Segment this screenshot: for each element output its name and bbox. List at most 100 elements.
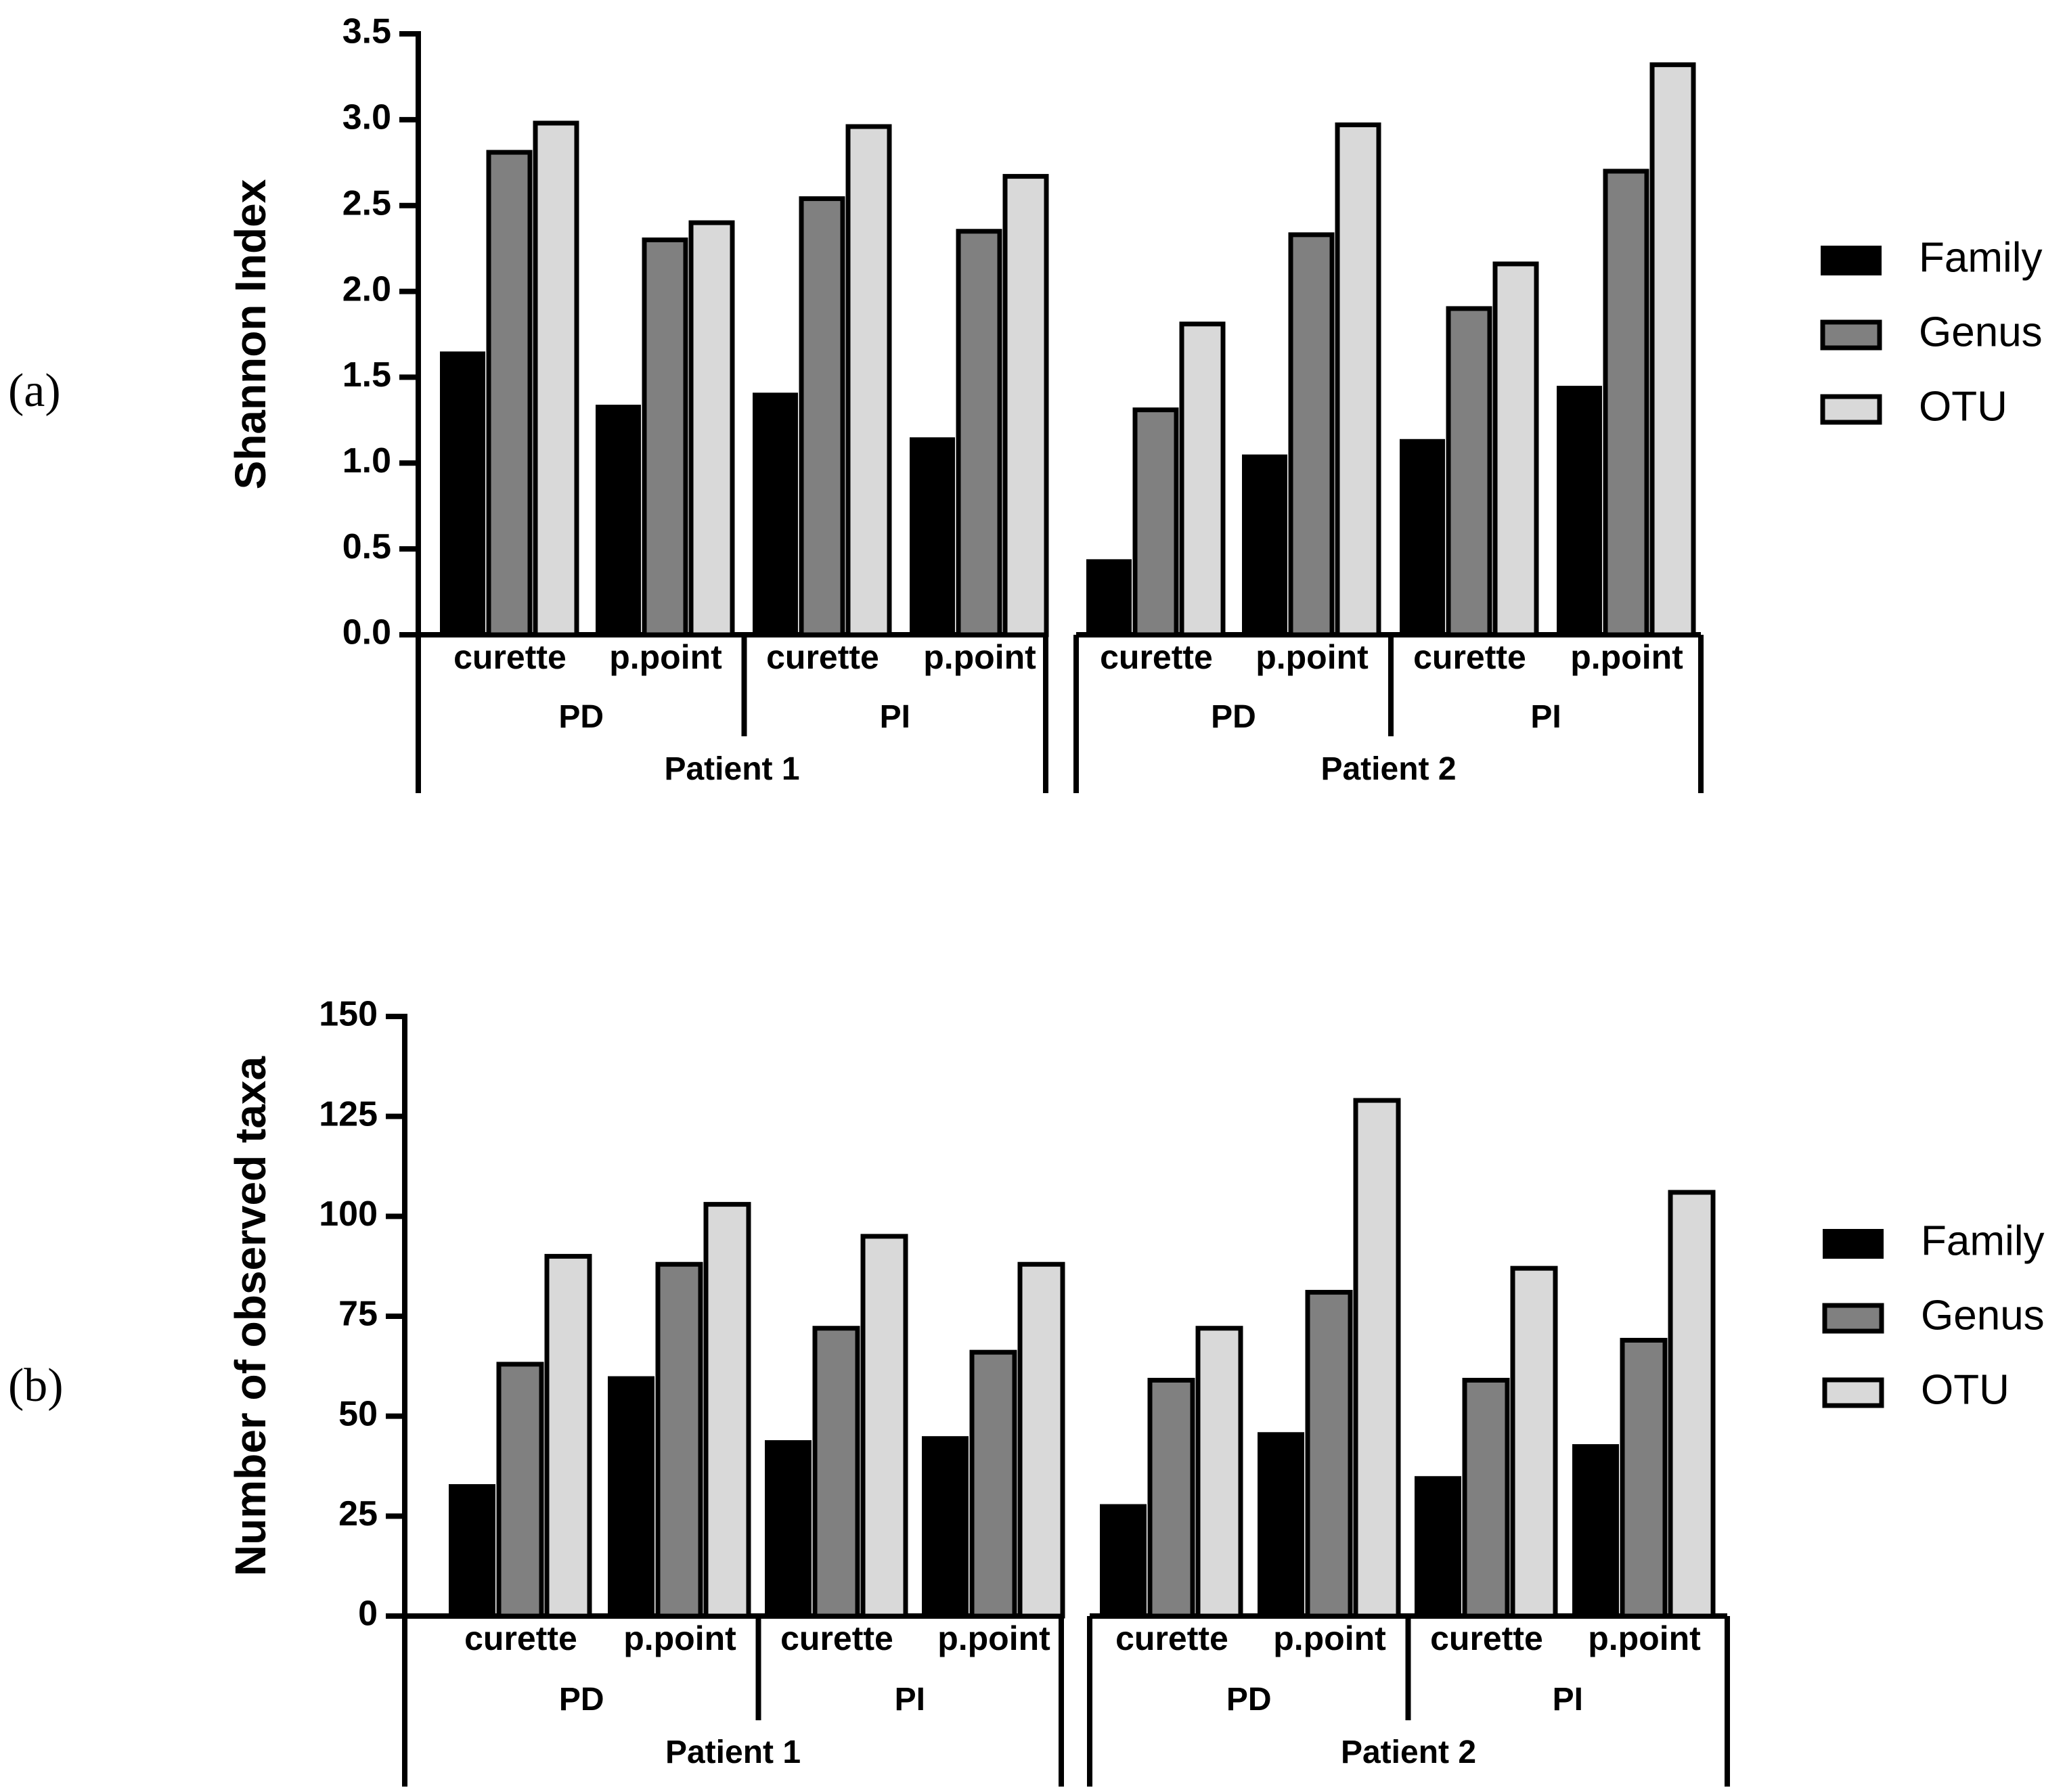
x-category-label: curette (1413, 638, 1526, 676)
x-category-label: p.point (1273, 1619, 1386, 1657)
bar-family (1100, 1504, 1147, 1616)
site-group-label: PI (1553, 1682, 1583, 1718)
bar-family (765, 1440, 812, 1616)
chart-panel-a: (a) Shannon Index 0.0 0.5 1.0 1.5 2.0 2.5 3.0 3.5… (8, 12, 2043, 793)
bar-family (440, 351, 485, 635)
legend-swatch-otu (1820, 394, 1882, 425)
legend: Family Genus OTU (1822, 1217, 2045, 1413)
bar-otu (703, 1202, 751, 1619)
x-category-label: curette (1115, 1619, 1228, 1657)
legend-label: Family (1921, 1217, 2045, 1264)
y-tick-label: 50 (338, 1394, 378, 1433)
bar-otu (1668, 1190, 1716, 1619)
legend-swatch-family (1821, 246, 1882, 275)
patient-group-label: Patient 1 (664, 751, 799, 787)
bar-otu (1492, 261, 1539, 637)
site-group-label: PI (880, 699, 910, 735)
y-tick-label: 150 (319, 995, 378, 1034)
bar-genus (1305, 1290, 1353, 1619)
panel-label: (b) (8, 1360, 64, 1412)
bar-family (449, 1484, 495, 1616)
bar-family (608, 1376, 654, 1616)
y-tick-label: 3.0 (342, 98, 391, 137)
bar-otu (1002, 174, 1049, 637)
bar-family (1258, 1432, 1304, 1616)
legend-label: OTU (1921, 1366, 2010, 1413)
bar-genus (1462, 1378, 1510, 1619)
x-category-label: curette (1430, 1619, 1543, 1657)
patient-group-label: Patient 2 (1320, 751, 1456, 787)
bar-genus (1620, 1337, 1668, 1619)
bar-genus (1288, 232, 1335, 637)
bar-family (1242, 454, 1287, 635)
bar-family (1400, 439, 1445, 635)
x-category-label: p.point (1588, 1619, 1701, 1657)
bar-otu (860, 1234, 908, 1619)
y-tick-label: 1.0 (342, 441, 391, 480)
y-tick-label: 25 (338, 1494, 378, 1533)
bar-genus (1446, 306, 1492, 637)
bar-genus (1147, 1378, 1195, 1619)
y-axis-label: Number of observed taxa (226, 1056, 275, 1576)
x-category-label: curette (1100, 638, 1213, 676)
patient-group-label: Patient 2 (1341, 1734, 1476, 1770)
bar-otu (533, 120, 579, 637)
y-tick-label: 100 (319, 1194, 378, 1234)
bar-family (1557, 386, 1602, 635)
bar-otu (1353, 1098, 1401, 1619)
y-tick-label: 2.0 (342, 269, 391, 309)
legend: Family Genus OTU (1820, 234, 2043, 430)
x-category-label: p.point (1570, 638, 1683, 676)
bar-genus (1603, 169, 1649, 637)
legend-swatch-genus (1820, 319, 1882, 351)
x-category-label: p.point (923, 638, 1036, 676)
bar-otu (1017, 1261, 1065, 1619)
bar-genus (799, 196, 845, 637)
bar-otu (544, 1253, 592, 1619)
chart-panel-b: (b) Number of observed taxa 0 25 50 75 100 125 1… (8, 995, 2045, 1787)
bar-otu (1649, 62, 1696, 637)
bar-genus (956, 229, 1002, 637)
bar-otu (845, 124, 892, 637)
site-group-label: PD (558, 699, 604, 735)
x-category-label: curette (780, 1619, 893, 1657)
bar-family (922, 1436, 969, 1616)
y-tick-label: 75 (338, 1295, 378, 1334)
legend-label: Genus (1919, 309, 2043, 355)
bar-genus (486, 150, 533, 637)
site-group-label: PD (559, 1682, 604, 1718)
y-tick-label: 1.5 (342, 355, 391, 395)
bar-otu (1179, 321, 1226, 637)
site-group-label: PD (1226, 1682, 1272, 1718)
y-tick-label: 2.5 (342, 183, 391, 223)
legend-swatch-family (1823, 1229, 1884, 1259)
legend-swatch-otu (1822, 1377, 1884, 1408)
x-category-label: p.point (937, 1619, 1050, 1657)
site-group-label: PI (895, 1682, 925, 1718)
legend-label: Family (1919, 234, 2043, 281)
y-axis-label: Shannon Index (226, 179, 275, 489)
site-group-label: PD (1211, 699, 1256, 735)
bar-genus (812, 1326, 860, 1619)
y-tick-label: 0 (358, 1594, 378, 1634)
bar-otu (1510, 1265, 1558, 1619)
bar-family (596, 405, 641, 635)
x-category-label: p.point (623, 1619, 736, 1657)
patient-group-label: Patient 1 (665, 1734, 801, 1770)
bar-otu (688, 220, 735, 637)
x-category-label: p.point (1256, 638, 1369, 676)
legend-label: Genus (1921, 1292, 2045, 1339)
bar-genus (642, 237, 688, 637)
legend-label: OTU (1919, 383, 2007, 430)
bar-family (1415, 1476, 1461, 1616)
bar-genus (655, 1261, 703, 1619)
bar-otu (1335, 122, 1381, 637)
y-tick-label: 125 (319, 1094, 378, 1134)
bar-family (1086, 559, 1132, 635)
bar-otu (1195, 1326, 1243, 1619)
site-group-label: PI (1530, 699, 1561, 735)
y-tick-label: 3.5 (342, 12, 391, 51)
bar-genus (969, 1349, 1017, 1619)
bar-family (910, 437, 955, 635)
